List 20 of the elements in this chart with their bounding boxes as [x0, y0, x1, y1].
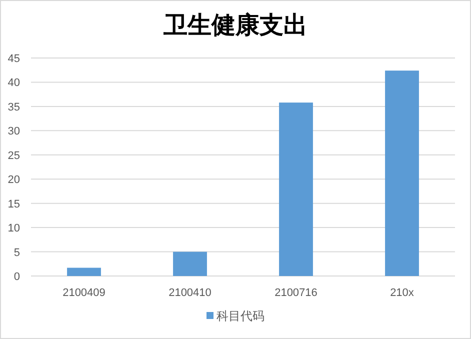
y-tick-label: 30: [8, 126, 20, 138]
bar: [279, 102, 313, 276]
y-tick-label: 10: [8, 222, 20, 235]
x-tick-label: 2100409: [62, 287, 106, 299]
y-tick-label: 40: [8, 77, 20, 90]
y-tick-label: 45: [8, 53, 20, 65]
y-tick-label: 20: [8, 174, 20, 186]
chart-title: 卫生健康支出: [162, 10, 308, 39]
y-tick-label: 0: [14, 271, 20, 283]
x-tick-label: 210x: [390, 287, 414, 299]
bar: [67, 268, 101, 276]
bar: [385, 70, 419, 276]
x-tick-label: 2100410: [168, 287, 212, 299]
y-tick-label: 15: [8, 198, 20, 210]
y-tick-label: 5: [14, 246, 20, 259]
y-tick-label: 25: [8, 150, 20, 162]
bar: [173, 252, 207, 276]
legend-label: 科目代码: [216, 309, 264, 323]
y-tick-label: 35: [8, 101, 20, 114]
x-tick-label: 2100716: [274, 287, 318, 299]
